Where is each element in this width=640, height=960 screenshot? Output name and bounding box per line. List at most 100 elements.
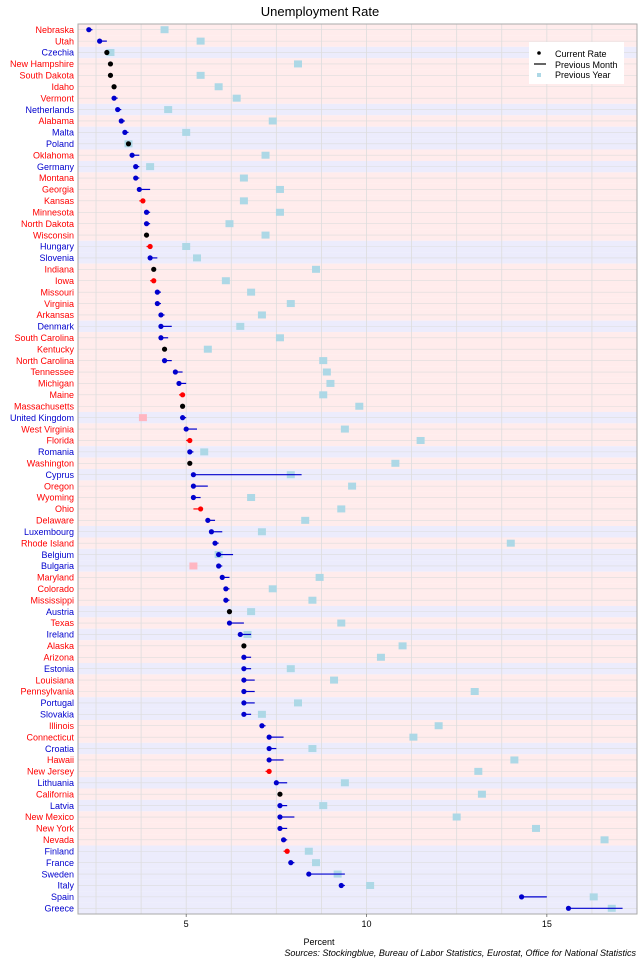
row-label-virginia: Virginia [44,299,74,309]
current-rate-point-austria [226,609,233,615]
row-label-spain: Spain [51,892,74,902]
current-rate-point-denmark [158,323,164,329]
row-label-new-york: New York [36,824,75,834]
previous-year-marker-united-kingdom [138,414,147,422]
current-rate-point-sweden [306,871,312,877]
previous-year-marker-hungary [182,243,191,250]
row-label-indiana: Indiana [44,265,74,275]
current-rate-point-montana [133,175,139,181]
row-label-new-jersey: New Jersey [27,767,75,777]
row-label-illinois: Illinois [49,721,75,731]
previous-year-marker-south-carolina [275,334,284,342]
row-label-bulgaria: Bulgaria [41,561,74,571]
row-label-missouri: Missouri [40,287,74,297]
row-label-hawaii: Hawaii [47,755,74,765]
previous-year-marker-new-mexico [452,813,461,821]
current-rate-point-belgium [216,551,222,558]
current-rate-point-hawaii [266,757,272,763]
current-rate-point-italy [338,882,344,889]
row-label-mississippi: Mississippi [30,595,74,605]
row-label-oklahoma: Oklahoma [33,150,74,160]
current-rate-point-ohio [198,506,204,512]
previous-year-marker-delaware [301,516,310,524]
current-rate-point-west-virginia [183,426,189,432]
current-rate-point-france [288,860,294,866]
row-label-sweden: Sweden [41,869,74,879]
previous-year-marker-kansas [239,197,248,205]
current-rate-point-virginia [154,300,160,307]
row-label-pennsylvania: Pennsylvania [20,687,74,697]
current-rate-point-connecticut [266,734,272,740]
previous-year-marker-georgia [275,185,284,193]
row-label-iowa: Iowa [55,276,74,286]
previous-year-marker-wyoming [247,494,256,502]
current-rate-point-washington [187,460,193,466]
row-label-slovakia: Slovakia [40,710,74,720]
current-rate-point-slovakia [241,711,247,717]
row-label-italy: Italy [57,881,74,891]
row-label-idaho: Idaho [51,82,74,92]
previous-year-marker-new-hampshire [293,60,302,68]
current-rate-point-massachusetts [179,403,186,409]
x-tick-label: 5 [184,919,189,929]
current-rate-point-north-carolina [161,358,168,364]
current-rate-point-wyoming [190,494,197,501]
row-label-georgia: Georgia [42,185,74,195]
previous-year-marker-florida [416,436,425,444]
current-rate-point-missouri [154,289,160,295]
previous-year-markers [106,26,616,912]
previous-year-marker-north-carolina [319,357,328,365]
previous-year-marker-idaho [214,83,223,91]
previous-year-marker-alaska [398,642,407,650]
current-rate-point-south-dakota [107,72,114,78]
previous-year-marker-new-york [532,824,541,832]
legend-previous-year-label: Previous Year [555,70,611,80]
row-label-france: France [46,858,74,868]
source-note: Sources: Stockingblue, Bureau of Labor S… [284,948,636,958]
previous-year-marker-pennsylvania [470,688,479,695]
previous-year-marker-vermont [232,94,241,102]
row-label-kansas: Kansas [44,196,75,206]
current-rate-point-indiana [151,266,157,272]
previous-year-marker-lithuania [340,779,349,787]
row-label-denmark: Denmark [37,322,74,332]
current-rate-point-romania [187,449,193,455]
current-rate-point-nevada [280,837,287,843]
current-rate-point-tennessee [172,369,178,375]
x-tick-label: 10 [362,919,372,929]
legend-current-label: Current Rate [555,49,607,59]
current-rate-point-illinois [259,723,265,729]
legend: Current Rate Previous Month Previous Yea… [529,42,624,84]
current-rate-point-california [277,791,283,797]
row-label-malta: Malta [52,128,74,138]
previous-year-marker-kentucky [203,345,212,353]
previous-year-marker-ohio [337,505,346,513]
current-rate-point-greece [565,905,572,911]
previous-year-marker-czechia [106,49,115,57]
previous-year-marker-estonia [286,665,295,673]
previous-year-marker-maryland [315,573,324,581]
previous-year-marker-arizona [376,653,385,661]
current-rate-point-malta [122,129,128,135]
row-label-nevada: Nevada [43,835,74,845]
current-rate-point-arkansas [158,312,164,318]
row-label-alaska: Alaska [47,641,74,651]
row-label-colorado: Colorado [37,584,74,594]
current-rate-point-nebraska [86,27,92,33]
x-axis: 5 10 15 [184,914,552,929]
previous-year-marker-bulgaria [189,562,198,570]
legend-previous-month-label: Previous Month [555,60,618,70]
row-label-north-dakota: North Dakota [21,219,74,229]
previous-year-marker-netherlands [164,106,173,114]
previous-year-marker-slovenia [193,254,202,262]
current-rate-point-utah [97,38,103,44]
current-rate-point-delaware [205,517,211,523]
row-label-poland: Poland [46,139,74,149]
row-label-texas: Texas [50,618,74,628]
previous-year-marker-portugal [293,699,302,707]
previous-year-marker-new-jersey [474,767,483,775]
current-rate-point-new-york [277,825,283,832]
current-rate-point-north-dakota [143,221,150,227]
row-label-maine: Maine [49,390,74,400]
previous-year-marker-slovakia [257,710,266,718]
